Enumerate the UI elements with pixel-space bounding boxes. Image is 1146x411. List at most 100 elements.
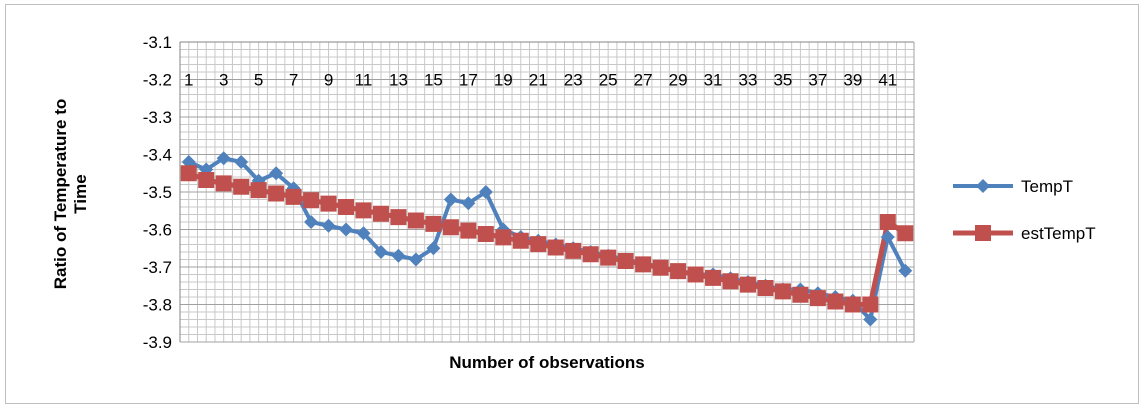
y-axis-title-line: Time — [71, 174, 90, 213]
data-point-estTempT — [338, 199, 355, 215]
data-point-estTempT — [722, 273, 739, 290]
data-point-estTempT — [477, 226, 494, 242]
data-point-estTempT — [303, 192, 320, 209]
y-tick-label: -3.3 — [143, 108, 172, 127]
data-point-estTempT — [547, 239, 564, 256]
data-point-TempT — [461, 196, 476, 211]
data-point-estTempT — [600, 249, 617, 266]
data-point-estTempT — [862, 296, 879, 313]
data-point-estTempT — [268, 185, 285, 202]
data-point-TempT — [391, 248, 406, 263]
data-point-TempT — [408, 252, 423, 267]
data-point-estTempT — [774, 283, 791, 300]
data-point-estTempT — [355, 202, 372, 219]
x-tick-label: 25 — [599, 71, 618, 90]
x-tick-label: 7 — [289, 71, 298, 90]
x-tick-label: 3 — [219, 71, 228, 90]
data-point-estTempT — [739, 276, 756, 293]
x-tick-label: 37 — [808, 71, 827, 90]
data-point-estTempT — [757, 280, 774, 296]
x-tick-label: 9 — [324, 71, 333, 90]
data-point-estTempT — [670, 263, 687, 280]
data-point-TempT — [898, 263, 913, 278]
y-axis-title: Ratio of Temperature toTime — [51, 99, 90, 289]
data-point-estTempT — [250, 182, 267, 199]
data-point-estTempT — [320, 195, 337, 212]
data-point-estTempT — [635, 256, 652, 273]
x-tick-labels: 1 3 5 7 9 11 13 15 17 19 21 23 25 27 29 31 33 35 37 39 41 — [184, 71, 897, 90]
y-tick-label: -3.1 — [143, 33, 172, 52]
data-point-estTempT — [705, 269, 722, 286]
x-tick-label: 27 — [634, 71, 653, 90]
data-point-estTempT — [827, 293, 844, 310]
data-point-estTempT — [512, 232, 529, 249]
data-point-estTempT — [495, 229, 512, 246]
data-point-estTempT — [425, 215, 442, 232]
x-tick-label: 41 — [878, 71, 897, 90]
legend: TempT estTempT — [953, 177, 1096, 243]
data-point-estTempT — [582, 246, 599, 263]
data-point-TempT — [269, 166, 284, 181]
y-tick-label: -3.6 — [143, 221, 172, 240]
x-tick-label: 19 — [494, 71, 513, 90]
legend-label-estTempT: estTempT — [1021, 224, 1096, 243]
legend-marker-TempT — [976, 179, 990, 193]
data-point-estTempT — [897, 225, 914, 242]
chart-frame — [5, 4, 1139, 404]
series-markers — [180, 151, 914, 327]
x-tick-label: 29 — [669, 71, 688, 90]
y-tick-labels: -3.1 -3.2 -3.3 -3.4 -3.5 -3.6 -3.7 -3.8 -3.9 — [143, 33, 172, 352]
y-tick-label: -3.5 — [143, 183, 172, 202]
x-tick-label: 33 — [739, 71, 758, 90]
data-point-estTempT — [809, 290, 826, 307]
data-point-estTempT — [844, 296, 861, 313]
data-point-estTempT — [652, 259, 669, 276]
y-tick-label: -3.9 — [143, 333, 172, 352]
x-tick-label: 39 — [843, 71, 862, 90]
data-point-TempT — [426, 241, 441, 256]
data-point-TempT — [478, 185, 493, 199]
x-tick-label: 17 — [459, 71, 478, 90]
data-point-estTempT — [215, 175, 232, 192]
legend-label-TempT: TempT — [1021, 177, 1073, 196]
data-point-estTempT — [879, 214, 896, 230]
data-point-TempT — [216, 151, 231, 166]
data-point-TempT — [443, 192, 458, 207]
x-tick-label: 35 — [773, 71, 792, 90]
data-point-TempT — [356, 226, 371, 241]
data-point-estTempT — [792, 286, 809, 303]
x-tick-label: 23 — [564, 71, 583, 90]
data-point-TempT — [339, 222, 354, 237]
x-tick-label: 5 — [254, 71, 263, 90]
legend-marker-estTempT — [975, 225, 991, 241]
x-axis-title: Number of observations — [449, 353, 645, 372]
y-tick-label: -3.4 — [143, 146, 172, 165]
data-point-estTempT — [233, 178, 250, 195]
y-tick-label: -3.8 — [143, 296, 172, 315]
data-point-estTempT — [565, 242, 582, 259]
data-point-TempT — [373, 245, 388, 259]
data-point-TempT — [321, 218, 336, 233]
data-point-estTempT — [460, 222, 477, 239]
data-point-estTempT — [198, 172, 215, 188]
data-point-TempT — [234, 155, 249, 169]
data-point-estTempT — [530, 236, 547, 253]
x-tick-label: 1 — [184, 71, 193, 90]
x-tick-label: 13 — [389, 71, 408, 90]
x-tick-label: 15 — [424, 71, 443, 90]
data-point-estTempT — [687, 266, 704, 283]
y-tick-label: -3.7 — [143, 258, 172, 277]
y-tick-label: -3.2 — [143, 71, 172, 90]
data-point-estTempT — [285, 188, 302, 205]
data-point-estTempT — [442, 219, 459, 236]
data-point-TempT — [304, 215, 319, 229]
data-point-estTempT — [180, 165, 197, 182]
x-tick-label: 21 — [529, 71, 548, 90]
data-point-TempT — [880, 230, 895, 244]
x-tick-label: 11 — [355, 71, 373, 90]
data-point-TempT — [863, 312, 878, 327]
data-point-estTempT — [372, 205, 389, 222]
x-tick-label: 31 — [704, 71, 723, 90]
data-point-estTempT — [407, 212, 424, 229]
